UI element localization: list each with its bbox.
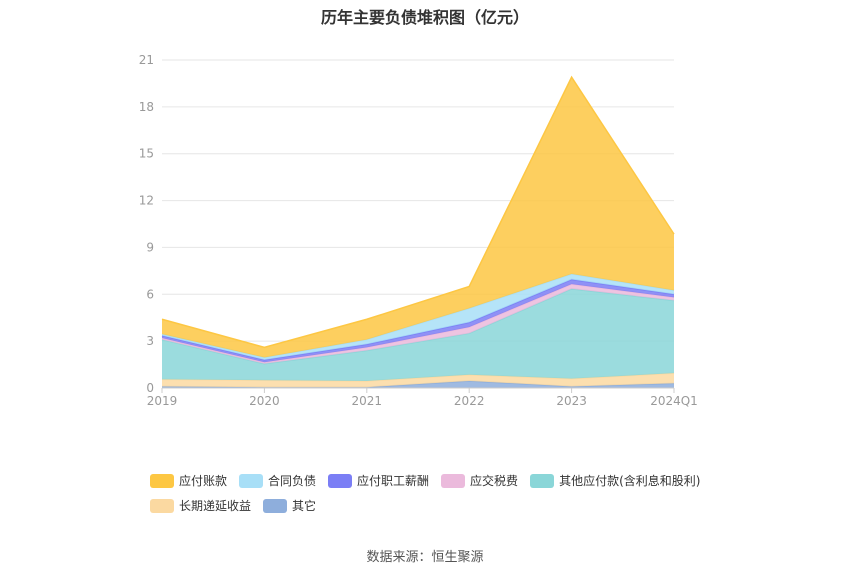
y-tick-label: 15 [139, 147, 154, 161]
legend-label: 应付职工薪酬 [357, 474, 430, 488]
y-tick-label: 0 [146, 381, 154, 395]
legend-item[interactable]: 其他应付款(含利息和股利) [530, 472, 700, 489]
legend-swatch [150, 473, 174, 488]
x-tick-label: 2023 [556, 394, 587, 408]
legend-item[interactable]: 应交税费 [441, 472, 518, 489]
series-line [161, 273, 675, 359]
y-tick-label: 18 [139, 100, 154, 114]
area-series [162, 284, 674, 364]
legend-item[interactable]: 其它 [263, 497, 316, 514]
chart-legend: 应付账款 合同负债 应付职工薪酬 应交税费 其他应付款(含利息和股利) 长期递延收益 其它 [150, 472, 730, 522]
x-tick-label: 2020 [249, 394, 280, 408]
x-tick-label: 2024Q1 [650, 394, 698, 408]
legend-item[interactable]: 应付职工薪酬 [328, 472, 429, 489]
legend-label: 合同负债 [268, 474, 317, 488]
area-series [162, 288, 674, 381]
y-tick-label: 3 [146, 334, 154, 348]
legend-label: 应付账款 [179, 474, 228, 488]
x-tick-label: 2021 [352, 394, 383, 408]
area-series [162, 373, 674, 388]
legend-swatch [530, 473, 555, 488]
area-series [162, 279, 674, 363]
legend-swatch [263, 498, 288, 513]
legend-label: 长期递延收益 [179, 499, 252, 513]
legend-swatch [239, 473, 264, 488]
y-tick-label: 12 [139, 194, 154, 208]
legend-item[interactable]: 长期递延收益 [150, 497, 251, 514]
legend-swatch [441, 473, 466, 488]
series-line [161, 278, 675, 361]
series-line [161, 75, 675, 349]
x-tick-label: 2019 [147, 394, 178, 408]
legend-label: 其他应付款(含利息和股利) [559, 474, 701, 488]
y-tick-label: 6 [146, 287, 154, 301]
stacked-area-chart: 0 3 6 9 12 15 18 21 2019 2020 2021 2022 2023 2024Q1 [139, 53, 698, 408]
y-tick-label: 9 [146, 240, 154, 254]
y-tick-label: 21 [139, 53, 154, 67]
x-tick-label: 2022 [454, 394, 485, 408]
legend-item[interactable]: 合同负债 [239, 472, 316, 489]
data-source: 数据来源：恒生聚源 [366, 550, 484, 565]
legend-swatch [150, 498, 174, 513]
chart-title: 历年主要负债堆积图（亿元） [320, 8, 529, 27]
legend-swatch [328, 473, 353, 488]
legend-item[interactable]: 应付账款 [150, 472, 227, 489]
legend-label: 应交税费 [470, 474, 519, 488]
area-series [162, 77, 674, 358]
legend-label: 其它 [292, 499, 317, 513]
